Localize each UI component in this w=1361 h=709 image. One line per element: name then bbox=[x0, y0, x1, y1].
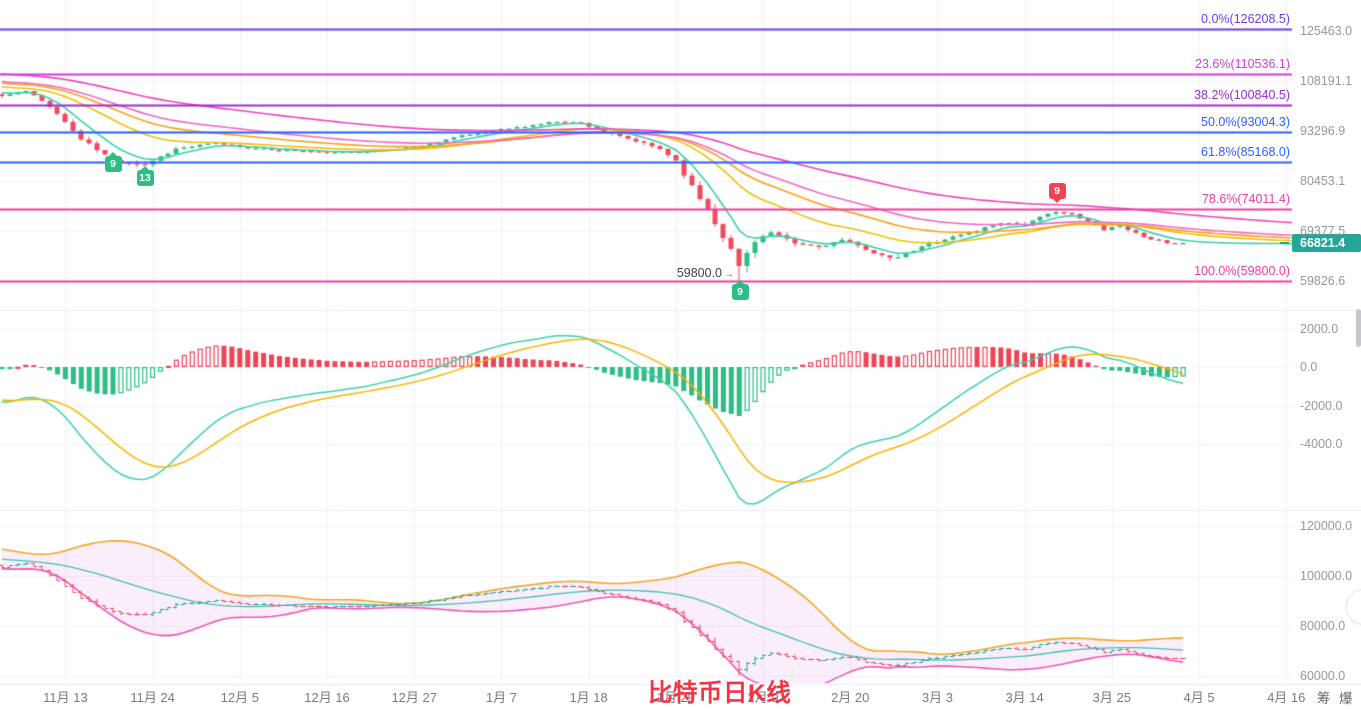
scrollbar-thumb[interactable] bbox=[1356, 309, 1361, 347]
chip-distribution-button[interactable]: 筹 bbox=[1317, 691, 1331, 706]
liquidation-button[interactable]: 爆 bbox=[1339, 691, 1353, 706]
